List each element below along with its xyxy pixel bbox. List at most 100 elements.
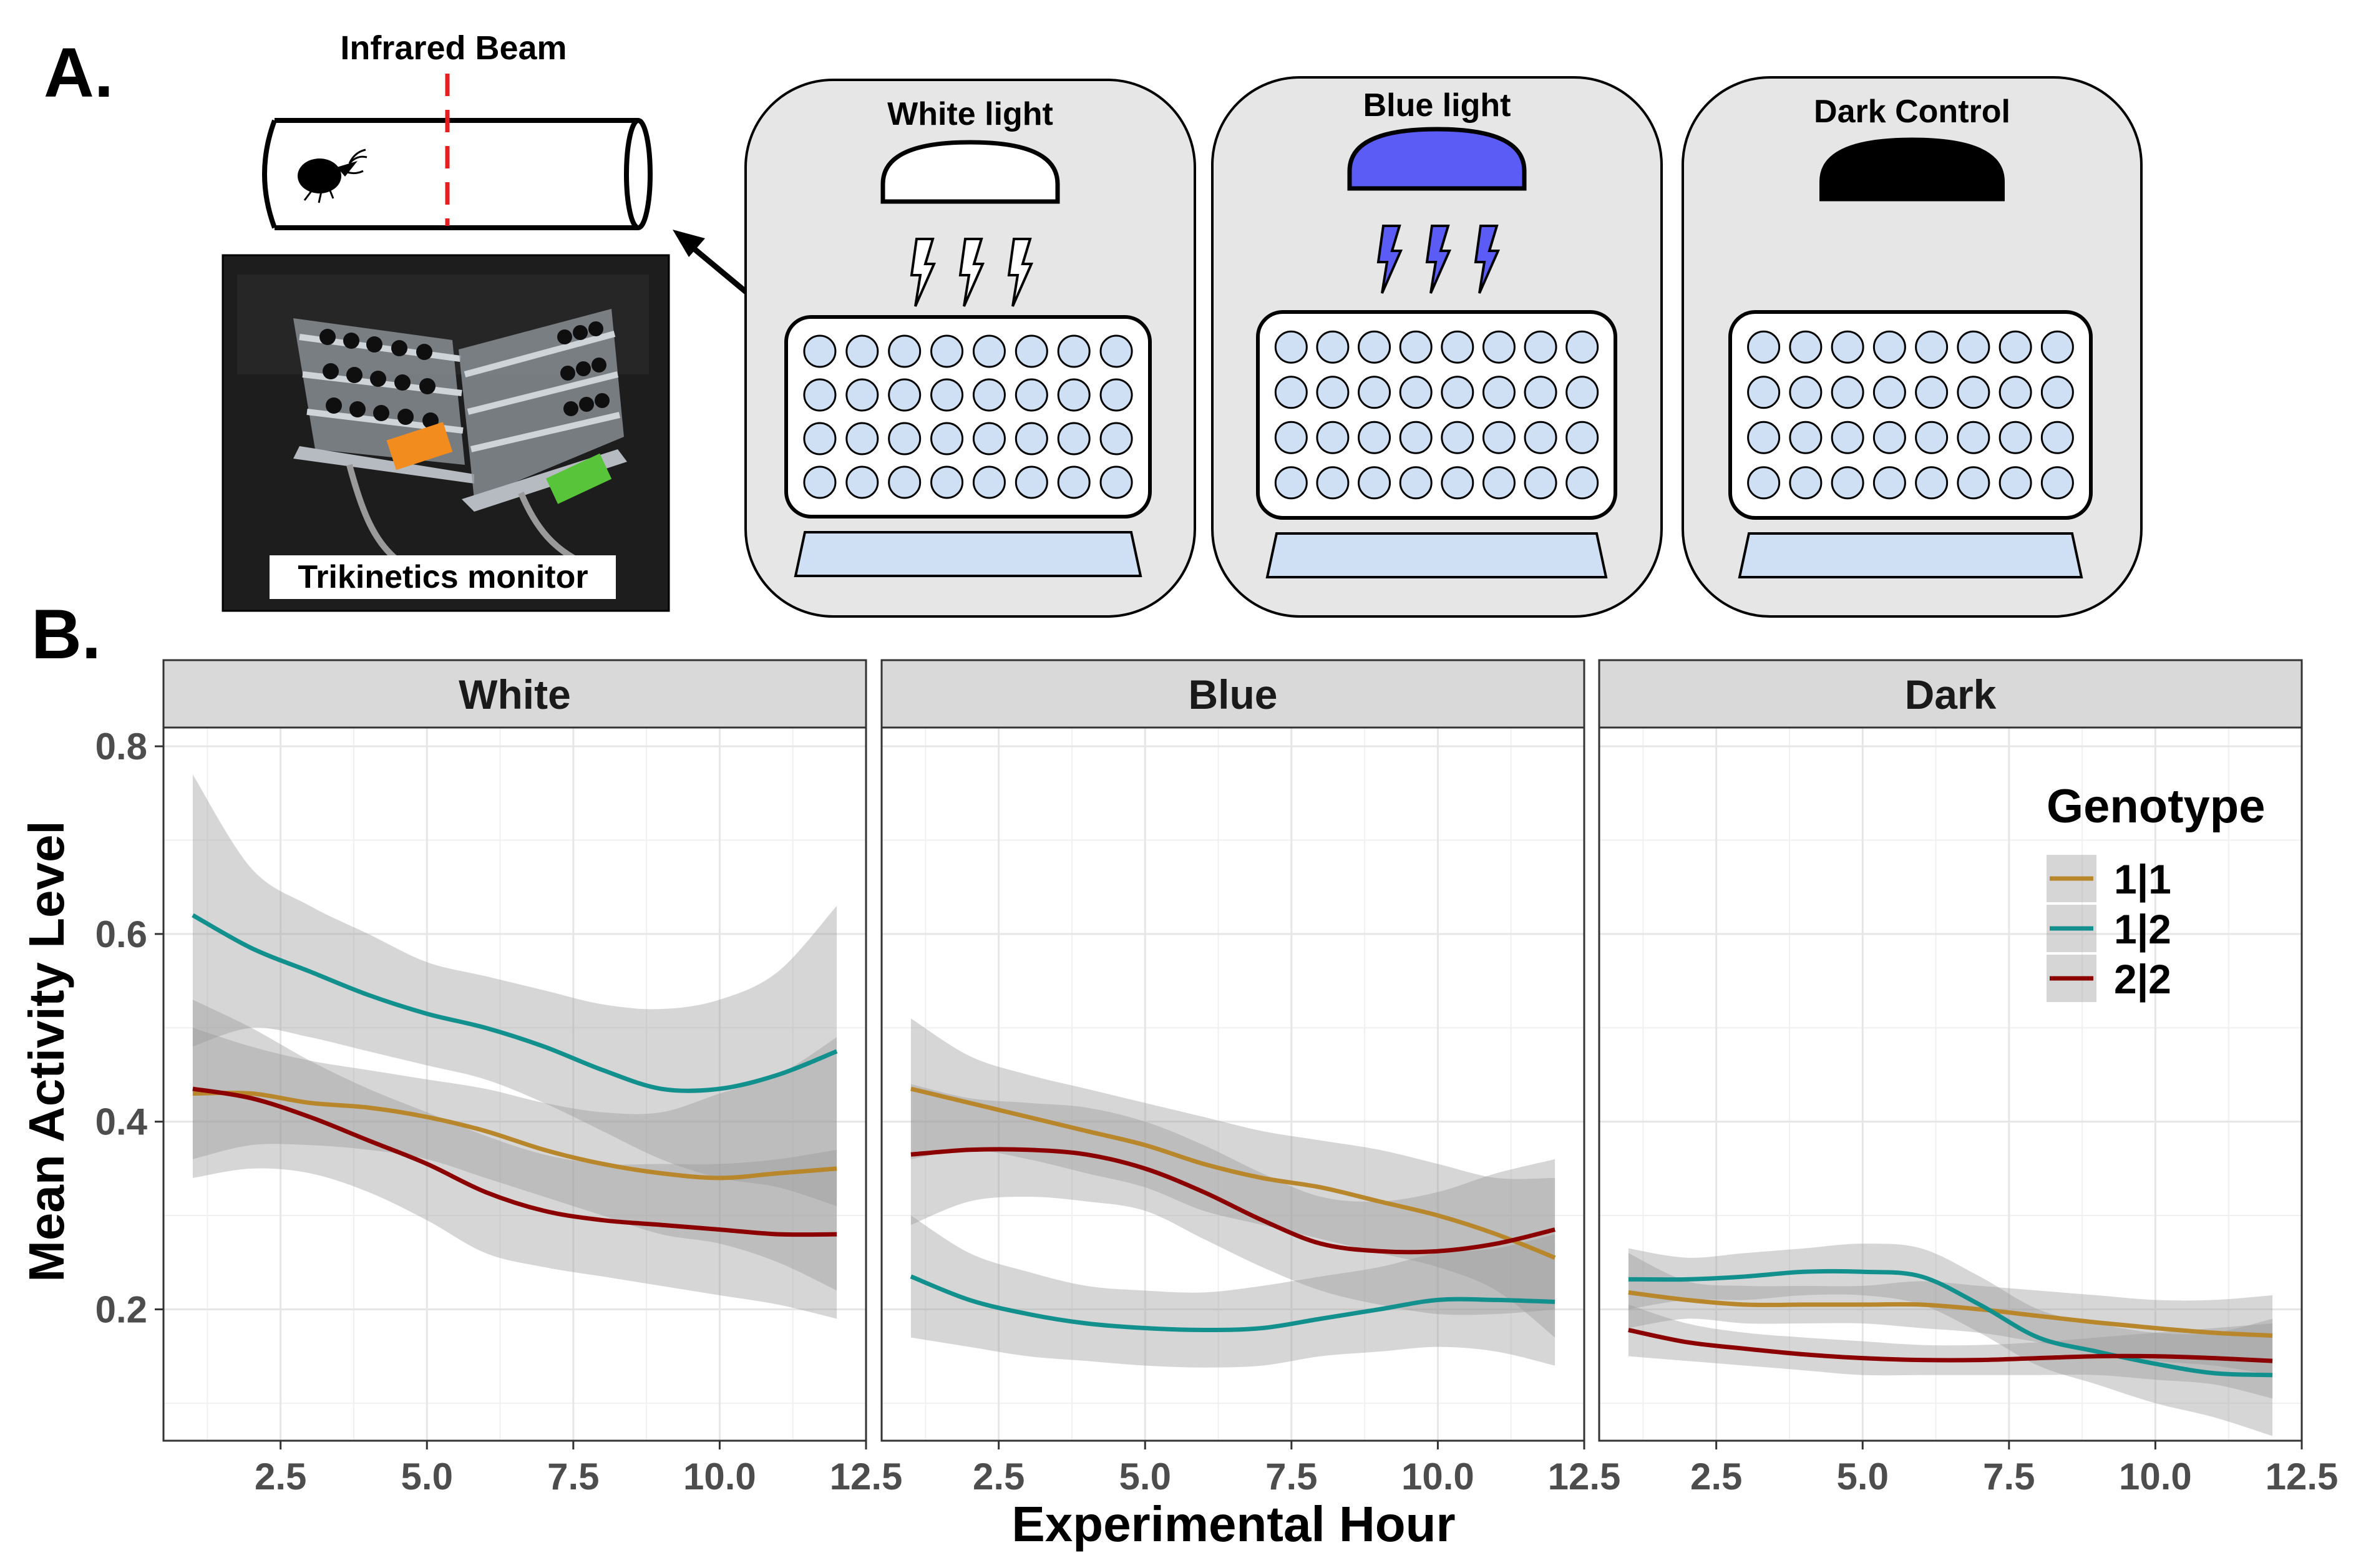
monitor-well [930,465,964,499]
chamber-label: White light [887,96,1053,132]
lightning-bolt-icon [1474,225,1501,294]
monitor-well [1524,330,1557,364]
series-line-1-2 [1628,1269,2273,1378]
monitor-well [1789,466,1823,500]
legend-label: 1|1 [2114,856,2171,903]
monitor-well [930,334,964,368]
monitor-well [1789,421,1823,454]
x-tick-label: 10.0 [683,1456,756,1497]
legend: Genotype 1|11|22|2 [2047,780,2266,1003]
lamp-icon [1347,127,1527,191]
series-line-1-2 [192,913,838,1093]
legend-title: Genotype [2047,780,2266,833]
legend-label: 2|2 [2114,956,2171,1003]
monitor-well [1998,466,2032,500]
x-tick-label: 5.0 [1837,1456,1889,1497]
monitor-well [1524,376,1557,409]
confidence-band-2-2 [910,1084,1555,1315]
monitor-label-box [270,555,616,599]
monitor-well [930,422,964,455]
chamber-label: Blue light [1363,87,1511,124]
y-tick-label: 0.6 [95,913,147,955]
monitor-plate [784,315,1152,519]
legend-label: 1|2 [2114,906,2171,953]
monitor-well [1399,421,1433,454]
monitor-well [1015,334,1048,368]
facet-strip-label: Blue [1188,671,1277,718]
lightning-bolt-icon [910,238,937,307]
fly-icon [298,149,368,203]
y-tick-label: 0.8 [95,726,147,767]
confidence-band-1-2 [1628,1244,2273,1436]
x-tick-label: 7.5 [1265,1456,1317,1497]
facet-strip [162,659,867,729]
confidence-band-1-2 [910,1215,1555,1368]
facet-white: White 2.5 5.0 7.5 10.0 12.5 [162,659,903,1497]
monitor-well [1316,466,1350,500]
y-tick-label: 0.4 [95,1101,148,1143]
monitor-well [888,422,922,455]
trikinetics-monitor-photo: Trikinetics monitor [222,254,670,612]
x-tick-label: 10.0 [2119,1456,2192,1497]
series-line-1-1 [192,1090,837,1181]
facet-strip [880,659,1585,729]
monitor-well [1015,422,1048,455]
monitor-well [803,334,837,368]
monitor-well [1998,330,2032,364]
tube-body [275,118,638,230]
orange-label-tab [386,422,453,470]
monitor-left [293,318,474,484]
lightning-bolt-icon [1376,225,1403,294]
panel-a-label: A. [44,34,114,112]
monitor-well [1358,376,1391,409]
monitor-well [845,465,879,499]
monitor-well [1747,330,1781,364]
monitor-well [972,334,1006,368]
monitor-well [888,378,922,412]
x-axis-title: Experimental Hour [1011,1496,1455,1552]
monitor-base [1738,532,2083,578]
monitor-well [1998,421,2032,454]
chamber-1: White light [744,79,1196,618]
tube-right-end [624,118,653,230]
monitor-well [1957,330,1990,364]
tube-left-end [262,119,277,229]
monitor-well [1565,376,1599,409]
monitor-well [1358,421,1391,454]
monitor-well [1441,466,1474,500]
monitor-well [1441,421,1474,454]
monitor-well [1915,466,1949,500]
monitor-well [1057,422,1091,455]
monitor-well [1316,330,1350,364]
chamber-3: Dark Control [1682,76,2143,618]
monitor-well [2040,376,2074,409]
monitor-well [1015,378,1048,412]
monitor-well [803,378,837,412]
monitor-well [1482,466,1516,500]
panel-b-label: B. [31,595,101,673]
monitor-well [888,465,922,499]
monitor-well [1441,376,1474,409]
monitor-well [845,334,879,368]
monitor-well [1915,330,1949,364]
monitor-well [1789,330,1823,364]
lightning-bolt-icon [1425,225,1452,294]
monitor-well [1057,465,1091,499]
lamp-icon [1819,137,2005,202]
monitor-well [972,465,1006,499]
monitor-well [1316,421,1350,454]
monitor-well [1399,330,1433,364]
monitor-well [1482,330,1516,364]
series-line-2-2 [1628,1328,2273,1363]
monitor-well [1015,465,1048,499]
monitor-well [1747,466,1781,500]
monitor-well [845,422,879,455]
monitor-well [1482,421,1516,454]
monitor-well [1565,330,1599,364]
x-tick-label: 12.5 [830,1456,903,1497]
x-tick-label: 7.5 [1983,1456,2035,1497]
monitor-well [1399,466,1433,500]
monitor-well [2040,466,2074,500]
series-line-1-2 [910,1274,1555,1333]
